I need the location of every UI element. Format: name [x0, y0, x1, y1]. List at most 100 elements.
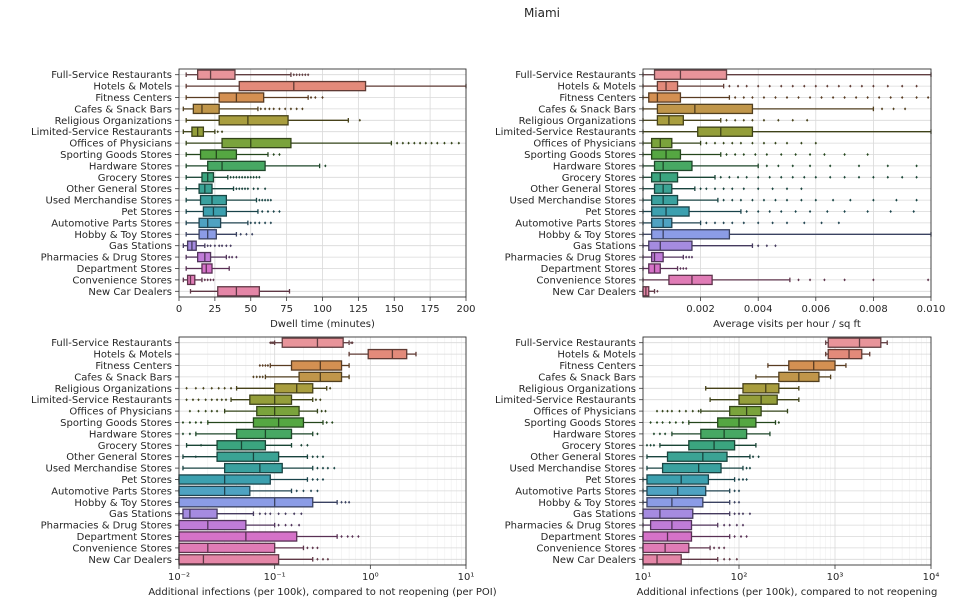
box-iqr	[207, 160, 266, 172]
outlier-point	[751, 198, 754, 202]
outlier-point	[745, 210, 748, 213]
box-iqr	[178, 485, 251, 497]
outlier-point	[298, 73, 301, 77]
box-pharmacies-drug-stores: Pharmacies & Drug Stores	[41, 519, 301, 532]
outlier-point	[311, 546, 314, 550]
x-tick-label: 10⁰	[362, 572, 379, 583]
category-label: Gas Stations	[109, 241, 172, 252]
box-grocery-stores: Grocery Stores	[562, 172, 918, 184]
outlier-point	[872, 198, 875, 202]
outlier-point	[347, 500, 351, 504]
outlier-point	[872, 175, 875, 179]
outlier-point	[213, 244, 217, 248]
outlier-point	[268, 107, 271, 111]
outlier-point	[277, 512, 280, 516]
outlier-point	[797, 96, 800, 99]
category-label: Used Merchandise Stores	[510, 464, 637, 475]
box-hardware-stores: Hardware Stores	[553, 428, 771, 440]
outlier-point	[649, 443, 652, 447]
category-label: Department Stores	[541, 532, 636, 543]
box-full-service-restaurants: Full-Service Restaurants	[515, 337, 888, 349]
outlier-point	[826, 210, 829, 213]
outlier-point	[250, 232, 254, 236]
outlier-point	[235, 187, 238, 191]
box-gas-stations: Gas Stations	[573, 240, 777, 252]
x-tick-label: 50	[244, 304, 257, 315]
outlier-point	[886, 84, 889, 88]
outlier-point	[223, 386, 226, 390]
outlier-point	[886, 175, 889, 179]
box-iqr	[642, 554, 682, 565]
box-department-stores: Department Stores	[541, 531, 748, 543]
outlier-point	[261, 210, 264, 213]
category-label: Convenience Stores	[536, 543, 636, 554]
outlier-point	[263, 198, 267, 202]
outlier-point	[791, 84, 794, 88]
outlier-point	[204, 409, 207, 413]
outlier-point	[774, 198, 777, 202]
category-label: Full-Service Restaurants	[51, 338, 172, 349]
outlier-point	[297, 523, 301, 527]
box-automotive-parts-stores: Automotive Parts Stores	[51, 217, 273, 229]
outlier-point	[737, 500, 741, 504]
box-limited-service-restaurants: Limited-Service Restaurants	[495, 126, 932, 138]
box-other-general-stores: Other General Stores	[66, 183, 267, 195]
box-iqr	[668, 274, 713, 286]
outlier-point	[661, 409, 664, 413]
category-label: New Car Dealers	[552, 555, 636, 566]
outlier-point	[197, 409, 200, 413]
outlier-point	[679, 267, 682, 270]
outlier-point	[652, 443, 656, 447]
box-hardware-stores: Hardware Stores	[553, 160, 918, 172]
outlier-point	[705, 141, 708, 145]
outlier-point	[757, 221, 760, 225]
box-iqr	[648, 240, 693, 251]
box-iqr	[656, 80, 679, 92]
outlier-point	[843, 96, 846, 99]
gridlines	[642, 337, 932, 565]
category-label: Sporting Goods Stores	[524, 418, 636, 429]
outlier-point	[678, 409, 681, 413]
category-label: Pharmacies & Drug Stores	[505, 521, 636, 532]
outlier-point	[278, 153, 281, 156]
outlier-point	[829, 164, 832, 168]
box-iqr	[738, 394, 778, 405]
box-iqr	[192, 103, 220, 115]
category-label: Grocery Stores	[562, 173, 636, 184]
outlier-point	[737, 478, 741, 481]
box-department-stores: Department Stores	[541, 263, 688, 275]
outlier-point	[735, 523, 739, 527]
category-label: Fitness Centers	[559, 361, 636, 372]
box-iqr	[199, 194, 228, 206]
outlier-point	[278, 107, 281, 111]
category-label: Automotive Parts Stores	[51, 218, 172, 229]
category-label: Pharmacies & Drug Stores	[41, 521, 172, 532]
outlier-point	[774, 141, 777, 145]
outlier-point	[309, 489, 313, 493]
outlier-point	[314, 398, 318, 402]
x-tick-label: 175	[421, 304, 440, 315]
category-label: Department Stores	[541, 264, 636, 275]
outlier-point	[258, 375, 262, 379]
outlier-point	[674, 421, 678, 424]
outlier-point	[316, 466, 319, 470]
x-tick-label: 75	[280, 304, 293, 315]
outlier-point	[808, 96, 812, 99]
outlier-point	[751, 455, 755, 459]
outlier-point	[258, 175, 261, 179]
outlier-point	[803, 175, 806, 179]
outlier-point	[713, 221, 717, 225]
outlier-point	[266, 364, 270, 367]
box-iqr	[217, 286, 261, 297]
box-iqr	[729, 405, 762, 417]
box-pet-stores: Pet Stores	[585, 474, 748, 486]
category-label: Other General Stores	[530, 184, 636, 195]
outlier-point	[224, 398, 228, 402]
category-label: Hobby & Toy Stores	[538, 230, 636, 241]
category-label: Used Merchandise Stores	[510, 196, 637, 207]
outlier-point	[791, 175, 794, 179]
x-axis-label: Dwell time (minutes)	[270, 319, 375, 330]
outlier-point	[785, 96, 789, 99]
box-iqr	[646, 485, 707, 497]
outlier-point	[272, 107, 275, 111]
